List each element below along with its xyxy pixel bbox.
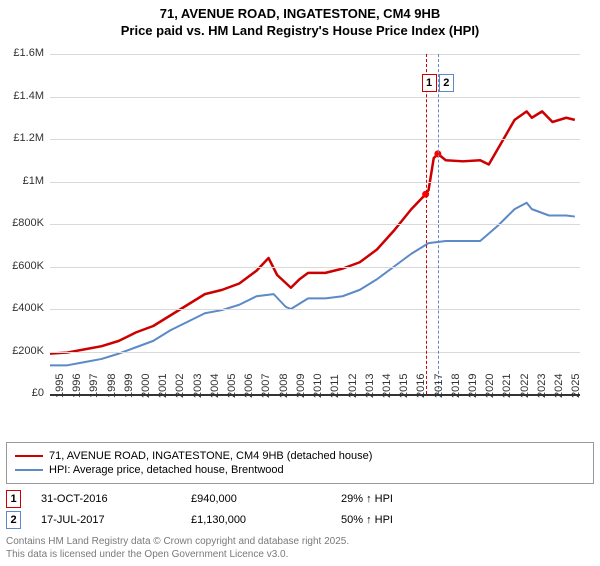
table-row: 2 17-JUL-2017 £1,130,000 50% ↑ HPI [6, 511, 594, 529]
y-axis-label: £1.2M [2, 132, 44, 144]
transaction-price: £1,130,000 [191, 514, 341, 526]
credits-line2: This data is licensed under the Open Gov… [6, 548, 594, 561]
gridline [50, 224, 580, 225]
legend: 71, AVENUE ROAD, INGATESTONE, CM4 9HB (d… [6, 442, 594, 484]
series-line-price_paid [50, 111, 575, 353]
legend-swatch-price-paid [15, 455, 43, 458]
gridline [50, 54, 580, 55]
gridline [50, 139, 580, 140]
transaction-hpi-delta: 29% ↑ HPI [341, 493, 393, 505]
gridline [50, 182, 580, 183]
credits: Contains HM Land Registry data © Crown c… [6, 535, 594, 561]
legend-label-price-paid: 71, AVENUE ROAD, INGATESTONE, CM4 9HB (d… [49, 450, 372, 462]
y-axis-label: £1.4M [2, 90, 44, 102]
transaction-hpi-delta: 50% ↑ HPI [341, 514, 393, 526]
transaction-date: 17-JUL-2017 [41, 514, 191, 526]
y-axis-label: £600K [2, 260, 44, 272]
gridline [50, 352, 580, 353]
transaction-marker-1: 1 [6, 490, 21, 508]
y-axis-label: £800K [2, 217, 44, 229]
y-axis-label: £400K [2, 302, 44, 314]
marker-vline-1 [426, 54, 427, 394]
transaction-marker-2: 2 [6, 511, 21, 529]
transaction-price: £940,000 [191, 493, 341, 505]
chart-title-line2: Price paid vs. HM Land Registry's House … [0, 23, 600, 38]
y-axis-label: £1.6M [2, 47, 44, 59]
chart-title-line1: 71, AVENUE ROAD, INGATESTONE, CM4 9HB [0, 6, 600, 21]
table-row: 1 31-OCT-2016 £940,000 29% ↑ HPI [6, 490, 594, 508]
chart-area: £0 £200K £400K £600K £800K £1M £1.2M £1.4M £1.6M… [0, 44, 600, 434]
y-axis-label: £1M [2, 175, 44, 187]
gridline [50, 97, 580, 98]
plot-region: 12 [50, 54, 580, 394]
y-axis-label: £0 [2, 387, 44, 399]
gridline [50, 309, 580, 310]
x-axis-label: 2025 [570, 374, 600, 398]
transactions-table: 1 31-OCT-2016 £940,000 29% ↑ HPI 2 17-JU… [6, 490, 594, 529]
y-axis-label: £200K [2, 345, 44, 357]
credits-line1: Contains HM Land Registry data © Crown c… [6, 535, 594, 548]
marker-callout-1: 1 [422, 74, 437, 92]
legend-swatch-hpi [15, 469, 43, 471]
marker-callout-2: 2 [439, 74, 454, 92]
legend-row-price-paid: 71, AVENUE ROAD, INGATESTONE, CM4 9HB (d… [15, 450, 585, 462]
series-line-hpi [50, 203, 575, 366]
transaction-date: 31-OCT-2016 [41, 493, 191, 505]
gridline [50, 267, 580, 268]
legend-label-hpi: HPI: Average price, detached house, Bren… [49, 464, 284, 476]
legend-row-hpi: HPI: Average price, detached house, Bren… [15, 464, 585, 476]
marker-vline-2 [438, 54, 439, 394]
